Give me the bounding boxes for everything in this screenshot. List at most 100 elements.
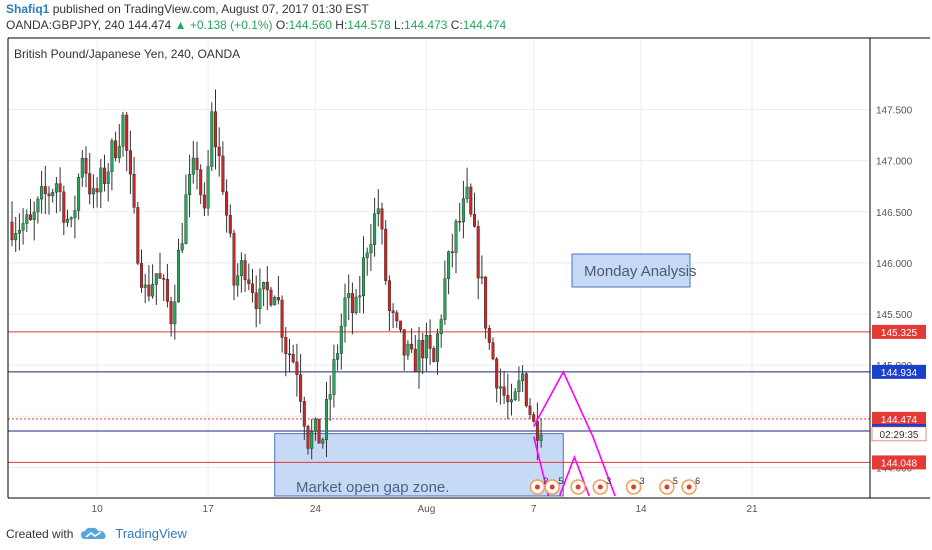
candle-body (391, 310, 395, 313)
candle-body (58, 183, 62, 193)
candle-body (117, 146, 121, 159)
candle-body (228, 215, 232, 234)
candle-body (461, 198, 465, 223)
candle-body (524, 373, 528, 407)
candle-body (513, 391, 517, 400)
candle-body (110, 140, 114, 173)
event-marker-dot (575, 484, 581, 490)
candle-body (213, 111, 217, 148)
candle-body (347, 293, 351, 299)
candle-body (247, 279, 251, 284)
candle-body (439, 319, 443, 334)
candle-body (406, 343, 410, 356)
candle-body (288, 353, 292, 356)
candle-body (450, 251, 454, 253)
candle-body (36, 198, 40, 213)
candle-body (291, 354, 295, 363)
candle-body (14, 233, 18, 241)
projection-path (532, 370, 616, 497)
candle-body (362, 257, 366, 296)
candle-body (147, 284, 151, 297)
tradingview-brand-link[interactable]: TradingView (115, 526, 187, 541)
candle-body (421, 340, 425, 359)
candle-body (206, 166, 210, 209)
candle-body (125, 114, 129, 151)
candle-body (169, 301, 173, 325)
candle-body (80, 157, 84, 178)
price-tick-label: 147.000 (876, 157, 913, 168)
candle-body (380, 208, 384, 230)
price-label-box (872, 411, 926, 426)
candle-body (506, 395, 510, 403)
candle-body (273, 297, 277, 306)
candle-body (176, 249, 180, 303)
candle-body (250, 283, 254, 293)
close-label: C: (450, 18, 463, 32)
candle-body (528, 405, 532, 415)
candle-body (132, 173, 136, 208)
candle-body (73, 210, 77, 218)
candle-body (236, 275, 240, 286)
candle-body (428, 335, 432, 349)
candle-body (521, 373, 525, 382)
candle-body (210, 111, 214, 167)
candle-body (458, 221, 462, 223)
change-value: +0.138 (+0.1%) (189, 18, 273, 32)
candle-body (502, 386, 506, 396)
candle-body (417, 340, 421, 373)
event-count: 3 (606, 476, 611, 486)
event-count: 6 (695, 476, 700, 486)
candle-body (243, 260, 247, 281)
event-marker-dot (534, 484, 540, 490)
candle-body (69, 217, 73, 220)
candle-body (310, 431, 314, 449)
candle-body (95, 188, 99, 193)
price-label-text: 144.048 (881, 458, 918, 469)
candle-body (532, 414, 536, 422)
price-tick-label: 146.000 (876, 259, 913, 270)
candle-body (10, 221, 14, 241)
candle-body (136, 207, 140, 264)
monday-analysis-box (571, 253, 691, 288)
candle-body (32, 211, 36, 220)
high-label: H: (335, 18, 348, 32)
candle-body (387, 280, 391, 312)
gap-zone-label: Market open gap zone. (296, 479, 449, 496)
candle-body (162, 278, 166, 280)
price-label-box (872, 455, 926, 470)
candle-body (535, 421, 539, 441)
candle-body (102, 167, 106, 184)
candle-body (202, 194, 206, 209)
event-count: 3 (640, 476, 645, 486)
candle-body (317, 418, 321, 444)
candle-body (265, 282, 269, 291)
event-count: 2 (543, 476, 548, 486)
price-tick-label: 147.500 (876, 106, 913, 117)
candle-body (495, 358, 499, 389)
candle-body (469, 186, 473, 215)
candle-body (17, 229, 21, 234)
price-label-text: 145.325 (881, 328, 918, 339)
candle-body (476, 226, 480, 279)
candle-body (336, 353, 340, 360)
candle-body (498, 386, 502, 389)
time-tick-label: 17 (203, 504, 215, 515)
candle-body (313, 418, 317, 432)
candle-body (454, 221, 458, 253)
candle-body (195, 157, 199, 170)
event-marker-dot (549, 484, 555, 490)
time-tick-label: Aug (418, 504, 436, 515)
candle-body (510, 399, 514, 403)
event-marker-dot (631, 484, 637, 490)
event-marker-dot (597, 484, 603, 490)
candle-body (284, 337, 288, 355)
monday-analysis-label: Monday Analysis (584, 263, 697, 280)
candle-body (77, 176, 81, 211)
candle-body (410, 343, 414, 350)
candle-body (465, 186, 469, 199)
event-marker-dot (686, 484, 692, 490)
symbol-label: OANDA:GBPJPY, 240 (6, 18, 125, 32)
time-tick-label: 10 (92, 504, 104, 515)
author-link[interactable]: Shafiq1 (6, 2, 50, 16)
